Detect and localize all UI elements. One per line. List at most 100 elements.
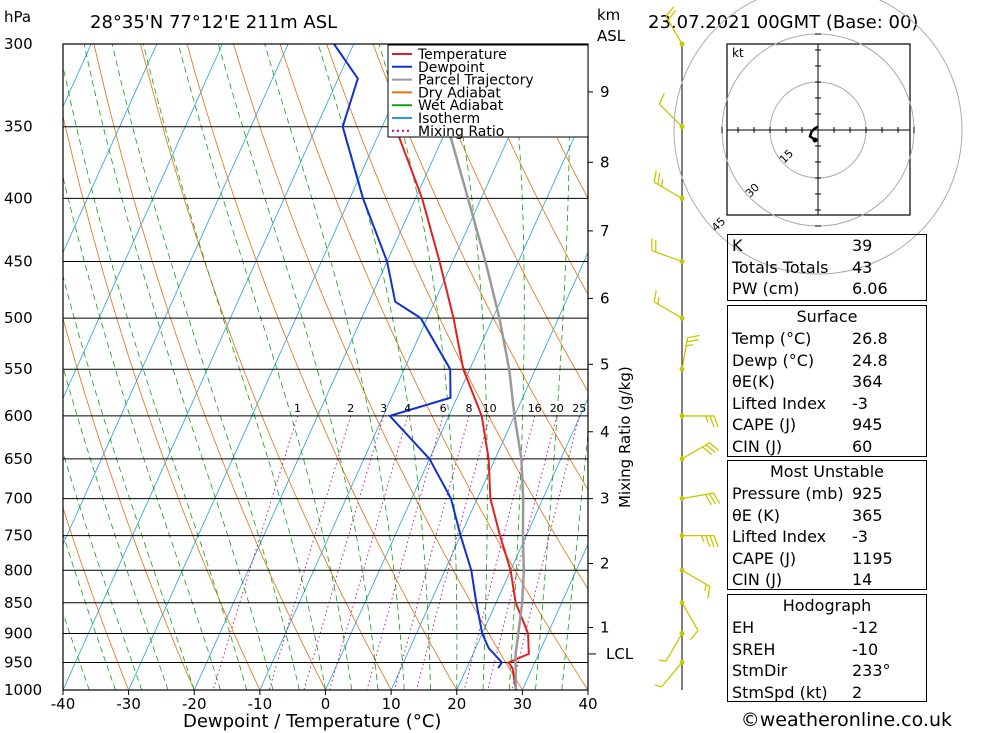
mixing-ratio-label: 3 bbox=[380, 402, 387, 415]
wind-barb-flag bbox=[687, 334, 700, 339]
surface-row: Temp (°C) 26.8 bbox=[732, 329, 888, 348]
wet-adiabat-line bbox=[561, 429, 588, 690]
hodograph-table-title: Hodograph bbox=[782, 596, 872, 615]
index-row-tt: Totals Totals 43 bbox=[732, 257, 873, 277]
pressure-tick-label: 1000 bbox=[4, 681, 42, 699]
legend-label: Dry Adiabat bbox=[418, 85, 501, 101]
km-tick-label: 9 bbox=[600, 83, 610, 101]
legend-label: Parcel Trajectory bbox=[418, 73, 534, 89]
pressure-tick-label: 950 bbox=[4, 653, 33, 671]
pressure-tick-label: 700 bbox=[4, 490, 33, 508]
legend-label: Temperature bbox=[417, 47, 507, 63]
mixing-ratio-label: 2 bbox=[347, 402, 354, 415]
wind-barb-shaft bbox=[653, 301, 683, 319]
pressure-tick-label: 850 bbox=[4, 594, 33, 612]
wind-barb-shaft bbox=[665, 633, 683, 662]
wet-adiabat-line bbox=[378, 44, 458, 690]
legend-label: Dewpoint bbox=[418, 60, 485, 76]
mixing-ratio-line bbox=[511, 415, 580, 690]
wind-barb-flag bbox=[657, 172, 661, 185]
wind-barb-dot bbox=[679, 630, 685, 636]
mixing-ratio-label: 10 bbox=[483, 402, 497, 415]
wind-barb bbox=[665, 6, 685, 47]
wind-barb-shaft bbox=[658, 103, 683, 128]
mixing-ratio-label: 8 bbox=[466, 402, 473, 415]
km-tick-label: 8 bbox=[600, 153, 610, 171]
mu-row: Lifted Index -3 bbox=[732, 527, 868, 546]
surface-table: Surface Temp (°C) 26.8 Dewp (°C) 24.8 θE(K… bbox=[727, 305, 927, 457]
km-tick-label: 2 bbox=[600, 555, 610, 573]
dry-adiabat-line bbox=[63, 506, 129, 690]
mixing-ratio-line bbox=[303, 415, 385, 690]
km-tick-label: 4 bbox=[600, 423, 610, 441]
wind-barb-flag bbox=[689, 630, 699, 641]
surface-row: CIN (J) 60 bbox=[732, 436, 873, 456]
mixing-ratio-line bbox=[487, 415, 558, 690]
wind-barb bbox=[679, 413, 719, 428]
wind-barb-flag bbox=[705, 415, 709, 423]
wet-adiabat-line bbox=[317, 44, 431, 690]
surface-title: Surface bbox=[796, 307, 858, 326]
mu-row: CAPE (J) 1195 bbox=[732, 548, 893, 568]
location-title: 28°35'N 77°12'E 211m ASL bbox=[90, 12, 337, 33]
wind-barb-dot bbox=[679, 496, 685, 502]
hodograph-trace bbox=[808, 125, 819, 141]
dry-adiabat-line bbox=[978, 44, 1000, 690]
index-row-k: K 39 bbox=[732, 236, 873, 255]
wind-barb bbox=[658, 92, 685, 130]
km-tick-label: 3 bbox=[600, 490, 610, 508]
km-tick-label: 6 bbox=[600, 289, 610, 307]
wind-barb-dot bbox=[679, 600, 685, 606]
isotherm-line bbox=[63, 44, 158, 254]
pressure-tick-label: 800 bbox=[4, 561, 33, 579]
wet-adiabat-line bbox=[63, 64, 248, 690]
wind-barb-flag bbox=[660, 179, 664, 187]
x-tick-label: -10 bbox=[248, 695, 273, 713]
surface-row: CAPE (J) 945 bbox=[732, 415, 883, 434]
dry-adiabat-line bbox=[419, 44, 588, 393]
x-tick-label: 10 bbox=[382, 695, 401, 713]
dry-adiabat-line bbox=[63, 114, 261, 690]
x-tick-label: 40 bbox=[578, 695, 597, 713]
wet-adiabat-line bbox=[63, 611, 90, 690]
x-tick-label: 20 bbox=[447, 695, 466, 713]
index-row-pw: PW (cm) 6.06 bbox=[732, 279, 888, 298]
wind-barb bbox=[654, 659, 685, 688]
pressure-tick-label: 550 bbox=[4, 360, 33, 378]
wind-barb bbox=[679, 492, 721, 506]
copyright-credit[interactable]: ©weatheronline.co.uk bbox=[740, 709, 952, 731]
isotherm-line bbox=[390, 251, 588, 690]
isotherm-line bbox=[128, 44, 420, 690]
hodograph-ring-label: 45 bbox=[709, 215, 728, 234]
dry-adiabat-line bbox=[233, 44, 523, 690]
hodograph-table: Hodograph EH -12 SREH -10 StmDir 233° StmSp… bbox=[727, 594, 927, 702]
wind-barb-dot bbox=[679, 413, 685, 419]
wind-barb-shaft bbox=[660, 662, 683, 688]
temperature-profile bbox=[394, 126, 530, 690]
wind-barb-dot bbox=[679, 456, 685, 462]
wind-barb-flag bbox=[654, 684, 662, 688]
wind-barb-shaft bbox=[681, 442, 711, 460]
wind-barb-dot bbox=[679, 315, 685, 321]
km-tick-label: 1 bbox=[600, 618, 610, 636]
wind-barb-shaft bbox=[653, 181, 683, 199]
wind-barb-shaft bbox=[681, 337, 689, 370]
isotherm-line bbox=[259, 44, 551, 690]
km-tick-label: 7 bbox=[600, 222, 610, 240]
dry-adiabat-line bbox=[372, 44, 588, 491]
wind-barb-flag bbox=[658, 92, 665, 105]
pressure-tick-label: 600 bbox=[4, 407, 33, 425]
most-unstable-table: Most Unstable Pressure (mb) 925 θE (K) 365… bbox=[727, 460, 927, 590]
wind-barb-dot bbox=[679, 567, 685, 573]
x-tick-label: 30 bbox=[513, 695, 532, 713]
km-label: km bbox=[597, 6, 620, 24]
wind-barb-shaft bbox=[651, 249, 683, 263]
pressure-tick-label: 750 bbox=[4, 527, 33, 545]
indices-basic-table: K 39 Totals Totals 43 PW (cm) 6.06 bbox=[727, 234, 927, 301]
mixing-ratio-line bbox=[212, 415, 299, 690]
hodo-row: StmDir 233° bbox=[732, 661, 891, 680]
isotherm-line bbox=[63, 44, 355, 690]
mixing-ratio-line bbox=[394, 415, 470, 690]
